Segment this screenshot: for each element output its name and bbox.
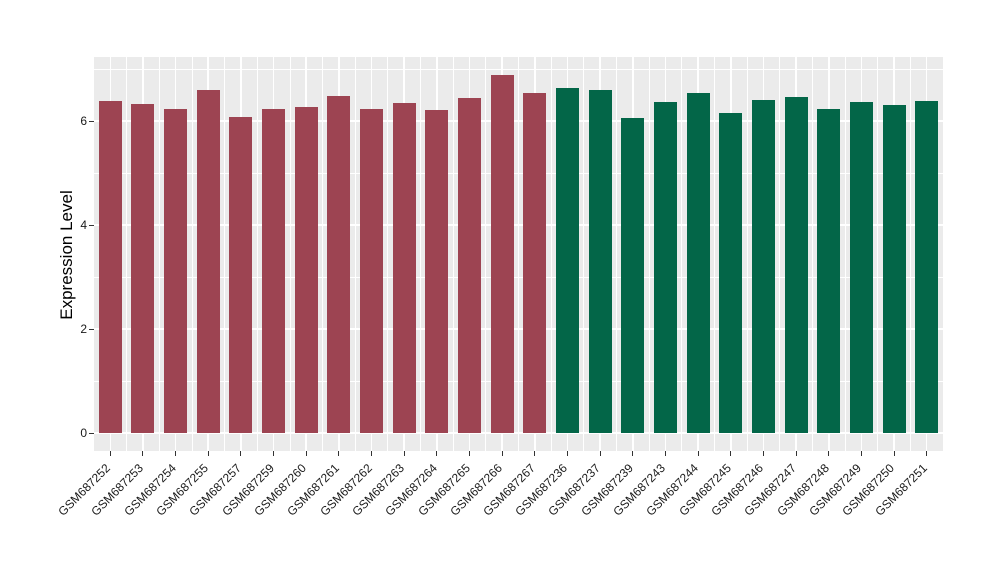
y-axis-title: Expression Level	[57, 190, 76, 320]
y-tick-mark	[89, 120, 94, 122]
gridline-minor-v	[550, 57, 552, 451]
gridline-minor-v	[909, 57, 911, 451]
y-tick-mark	[89, 432, 94, 434]
gridline-minor-v	[126, 57, 128, 451]
gridline-major-h	[94, 432, 943, 434]
bar-GSM687261	[327, 95, 351, 433]
x-tick-mark	[566, 451, 568, 456]
x-tick-mark	[142, 451, 144, 456]
gridline-minor-v	[191, 57, 193, 451]
y-tick-label: 4	[80, 218, 87, 232]
y-tick-label: 0	[80, 426, 87, 440]
x-tick-mark	[599, 451, 601, 456]
bar-GSM687247	[784, 96, 808, 433]
gridline-minor-v	[648, 57, 650, 451]
gridline-minor-v	[811, 57, 813, 451]
x-tick-mark	[828, 451, 830, 456]
bar-GSM687237	[588, 89, 612, 433]
bar-GSM687263	[392, 102, 416, 433]
bar-GSM687250	[882, 105, 906, 433]
gridline-major-h	[94, 120, 943, 122]
x-tick-mark	[501, 451, 503, 456]
x-tick-mark	[273, 451, 275, 456]
bar-GSM687267	[523, 92, 547, 433]
y-tick-label: 2	[80, 322, 87, 336]
bar-GSM687239	[621, 117, 645, 433]
gridline-minor-v	[485, 57, 487, 451]
x-tick-mark	[436, 451, 438, 456]
bar-GSM687259	[262, 108, 286, 433]
gridline-minor-v	[681, 57, 683, 451]
gridline-minor-v	[877, 57, 879, 451]
bar-GSM687265	[458, 98, 482, 433]
gridline-minor-v	[420, 57, 421, 451]
x-tick-mark	[795, 451, 797, 456]
x-tick-mark	[207, 451, 209, 456]
x-tick-mark	[109, 451, 111, 456]
bar-GSM687249	[849, 101, 873, 433]
x-tick-mark	[632, 451, 634, 456]
x-tick-mark	[893, 451, 895, 456]
bar-GSM687246	[751, 100, 775, 433]
bar-GSM687236	[555, 88, 579, 433]
x-tick-mark	[697, 451, 699, 456]
x-tick-mark	[534, 451, 536, 456]
bar-GSM687262	[360, 108, 384, 433]
x-tick-mark	[926, 451, 928, 456]
gridline-minor-v	[746, 57, 748, 451]
gridline-major-h	[94, 224, 943, 226]
gridline-minor-v	[289, 57, 291, 451]
y-tick-label: 6	[80, 114, 87, 128]
gridline-minor-v	[518, 57, 519, 451]
x-tick-mark	[240, 451, 242, 456]
bar-GSM687245	[719, 113, 743, 433]
gridline-minor-v	[224, 57, 225, 451]
x-tick-mark	[338, 451, 340, 456]
bar-GSM687253	[131, 104, 155, 433]
bar-GSM687255	[196, 89, 220, 433]
x-tick-mark	[305, 451, 307, 456]
gridline-minor-v	[256, 57, 258, 451]
x-tick-mark	[860, 451, 862, 456]
x-tick-mark	[730, 451, 732, 456]
x-tick-mark	[664, 451, 666, 456]
bar-GSM687266	[490, 74, 514, 433]
gridline-minor-v	[387, 57, 389, 451]
gridline-minor-v	[354, 57, 356, 451]
gridline-minor-v	[616, 57, 617, 451]
y-tick-mark	[89, 224, 94, 226]
x-tick-mark	[469, 451, 471, 456]
x-tick-mark	[371, 451, 373, 456]
bar-GSM687264	[425, 110, 449, 433]
gridline-minor-v	[322, 57, 323, 451]
y-tick-mark	[89, 328, 94, 330]
bar-GSM687248	[817, 108, 841, 433]
bar-GSM687244	[686, 93, 710, 433]
gridline-minor-v	[779, 57, 781, 451]
gridline-minor-v	[452, 57, 454, 451]
x-tick-mark	[175, 451, 177, 456]
bar-GSM687260	[294, 107, 318, 433]
plot-panel	[94, 57, 943, 451]
bar-GSM687243	[653, 101, 677, 433]
gridline-minor-v	[158, 57, 160, 451]
bar-GSM687251	[915, 101, 939, 433]
bar-GSM687254	[164, 109, 188, 433]
bar-GSM687257	[229, 117, 253, 433]
gridline-major-h	[94, 328, 943, 330]
gridline-minor-v	[844, 57, 846, 451]
gridline-minor-v	[714, 57, 715, 451]
x-tick-mark	[403, 451, 405, 456]
x-tick-mark	[762, 451, 764, 456]
bar-GSM687252	[98, 101, 122, 433]
gridline-minor-v	[583, 57, 585, 451]
